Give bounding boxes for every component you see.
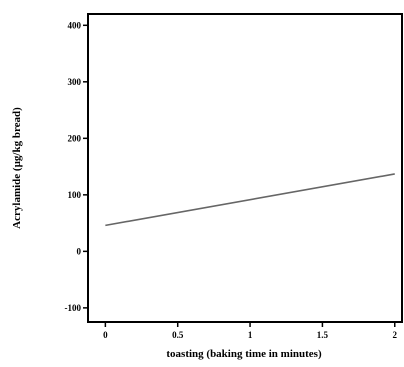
y-tick-label: 400	[68, 20, 82, 30]
x-tick-label: 0.5	[172, 330, 184, 340]
plot-frame	[87, 13, 403, 323]
x-axis-title: toasting (baking time in minutes)	[166, 348, 322, 360]
x-tick-label: 1.5	[317, 330, 329, 340]
x-tick-label: 2	[393, 330, 398, 340]
y-axis-ticks: -100 0 100 200 300 400	[65, 20, 88, 313]
x-axis-ticks: 0 0.5 1 1.5 2	[103, 322, 398, 340]
y-tick-label: -100	[65, 303, 82, 313]
x-tick-label: 1	[248, 330, 253, 340]
y-tick-label: 200	[68, 133, 82, 143]
y-tick-label: 300	[68, 77, 82, 87]
series-line	[105, 173, 395, 227]
y-tick-label: 0	[77, 246, 82, 256]
x-tick-label: 0	[103, 330, 108, 340]
y-axis-title: Acrylamide (µg/kg bread)	[11, 107, 23, 229]
y-tick-label: 100	[68, 190, 82, 200]
series-layer	[105, 173, 395, 227]
